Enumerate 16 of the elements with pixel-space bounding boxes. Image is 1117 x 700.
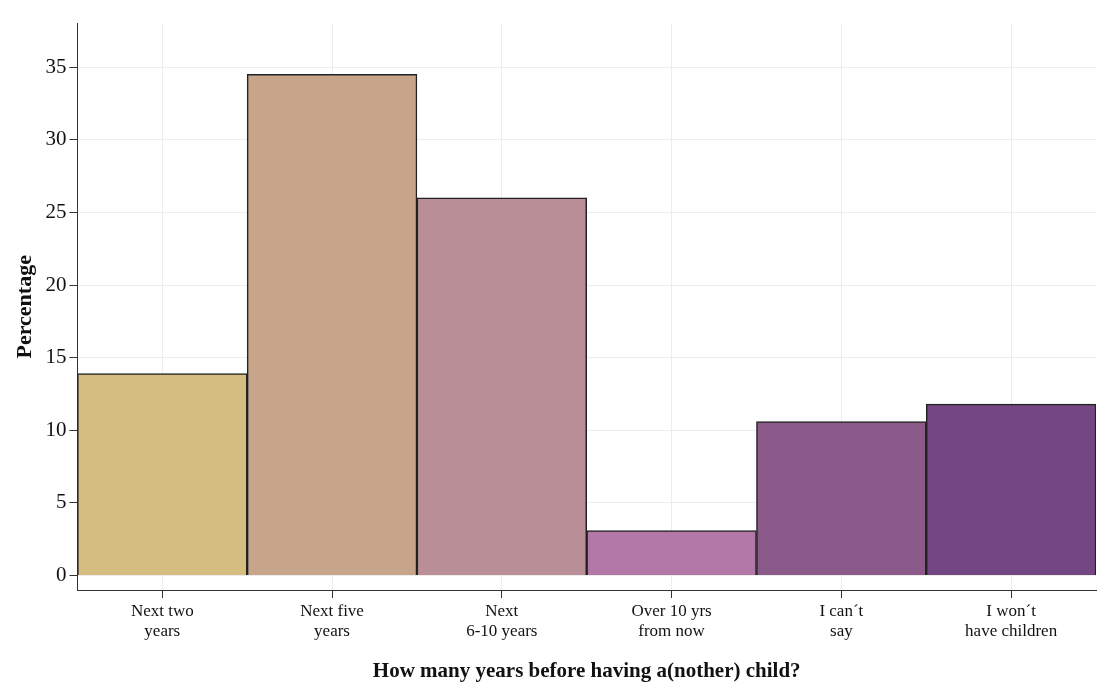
y-tick-label: 15 (45, 344, 67, 369)
y-axis-title: Percentage (10, 254, 36, 359)
x-tick-label: I can´t say (819, 600, 864, 641)
y-tick-label: 25 (45, 198, 67, 223)
y-tick-label: 35 (45, 53, 67, 78)
x-tick-label: Over 10 yrs from now (631, 600, 712, 641)
y-tick-label: 5 (55, 489, 67, 514)
y-tick-label: 10 (45, 416, 67, 441)
x-axis-title: How many years before having a(nother) child? (372, 657, 801, 682)
x-tick-label: Next 6-10 years (466, 600, 538, 641)
y-tick-label: 20 (45, 271, 67, 296)
x-tick-label: Next five years (300, 600, 364, 641)
x-tick-label: Next two years (130, 600, 194, 641)
y-tick-label: 30 (45, 126, 67, 151)
y-tick-label: 0 (55, 561, 67, 586)
x-tick-label: I won´t have children (965, 600, 1058, 641)
